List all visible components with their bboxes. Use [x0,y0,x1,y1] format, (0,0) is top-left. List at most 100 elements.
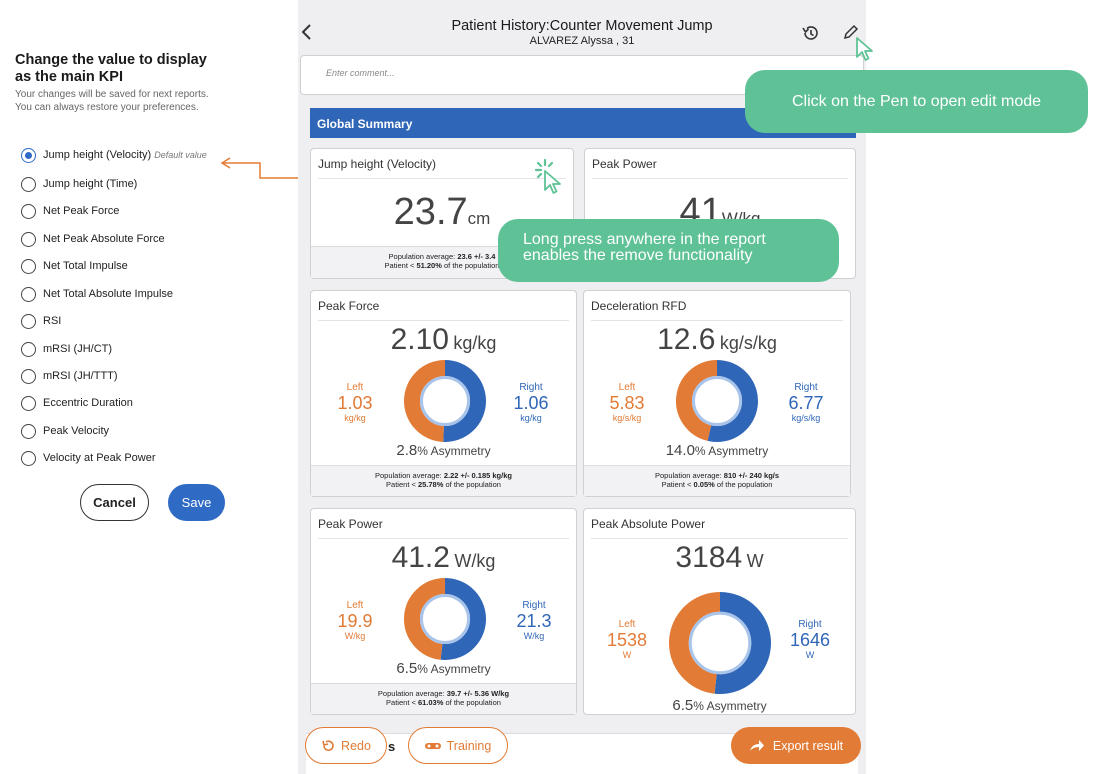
kpi-settings-panel: Change the value to display as the main … [0,0,240,774]
radio[interactable] [21,177,36,192]
option-label: Peak Velocity [43,425,110,437]
divider [591,538,848,539]
card-title: Peak Force [318,299,380,313]
right-value: Right 1.06 kg/kg [513,382,549,423]
training-icon [424,742,441,749]
left-value: Left 5.83 kg/s/kg [609,382,645,423]
radio[interactable] [21,342,36,357]
kpi-value: 2.10 kg/kg [390,323,497,356]
card-peak-force[interactable]: Peak Force 2.10 kg/kg Left 1.03 kg/kg Righ… [310,290,577,497]
divider [591,320,843,321]
donut-right-segment [440,578,486,660]
donut-right-segment [714,592,771,694]
radio[interactable] [21,259,36,274]
kpi-option-mrsi-jh-ct[interactable]: mRSI (JH/CT) [21,342,112,362]
kpi-option-net-total-absolute-impulse[interactable]: Net Total Absolute Impulse [21,287,173,307]
cursor-icon [856,37,873,61]
redo-label: Redo [341,738,371,753]
app-header: Patient History:Counter Movement Jump AL… [298,0,866,52]
kpi-option-rsi[interactable]: RSI [21,314,61,334]
option-label: Jump height (Time) [43,178,138,190]
radio[interactable] [21,451,36,466]
radio[interactable] [21,287,36,302]
cancel-button[interactable]: Cancel [80,484,149,521]
radio-selected[interactable] [21,148,36,163]
kpi-option-jump-height-velocity[interactable]: Jump height (Velocity) Default value [21,148,207,168]
export-result-button[interactable]: Export result [731,727,861,764]
pen-tooltip: Click on the Pen to open edit mode [745,70,1088,133]
comment-placeholder: Enter comment... [326,68,395,78]
population-footer: Population average: 39.7 +/- 5.36 W/kg P… [311,683,576,714]
radio[interactable] [21,314,36,329]
asymmetry-donut-chart [669,592,771,694]
option-label: Net Peak Absolute Force [43,233,165,245]
option-label: mRSI (JH/TTT) [43,370,118,382]
back-button[interactable] [300,22,314,48]
donut-inner-ring [419,375,471,427]
card-title: Peak Absolute Power [591,517,706,531]
donut-right-segment [707,360,758,442]
radio[interactable] [21,424,36,439]
asymmetry-value: 6.5% Asymmetry [672,697,767,714]
left-value: Left 19.9 W/kg [337,600,373,641]
kpi-option-eccentric-duration[interactable]: Eccentric Duration [21,396,133,416]
settings-title: Change the value to display as the main … [15,52,207,85]
kpi-value: 12.6 kg/s/kg [657,323,777,356]
kpi-option-jump-height-time[interactable]: Jump height (Time) [21,177,137,197]
long-press-tooltip: Long press anywhere in the report enable… [498,219,839,282]
redo-icon [322,740,334,751]
history-button[interactable] [801,24,819,47]
option-label: Jump height (Velocity) [43,149,152,161]
donut-left-segment [676,360,718,441]
radio[interactable] [21,369,36,384]
option-label: mRSI (JH/CT) [43,343,113,355]
card-peak-absolute-power[interactable]: Peak Absolute Power 3184 W Left 1538 W Rig… [583,508,856,715]
chevron-left-icon [301,24,311,40]
asymmetry-donut-chart [676,360,758,442]
option-label: Net Total Impulse [43,260,128,272]
training-button[interactable]: Training [408,727,508,764]
edit-button[interactable] [843,24,859,45]
option-label: RSI [43,315,62,327]
partial-heading: s [388,739,396,754]
donut-left-segment [404,360,446,442]
left-value: Left 1538 W [606,619,648,660]
radio[interactable] [21,396,36,411]
card-peak-power[interactable]: Peak Power 41.2 W/kg Left 19.9 W/kg Right 2… [310,508,577,715]
kpi-option-net-peak-absolute-force[interactable]: Net Peak Absolute Force [21,232,165,252]
share-arrow-icon [749,740,764,751]
option-label: Net Peak Force [43,205,120,217]
kpi-option-peak-velocity[interactable]: Peak Velocity [21,424,109,444]
asymmetry-value: 6.5% Asymmetry [396,660,491,677]
left-value: Left 1.03 kg/kg [337,382,373,423]
divider [318,178,566,179]
tap-cursor-icon [534,158,561,194]
option-label: Velocity at Peak Power [43,452,156,464]
asymmetry-value: 14.0% Asymmetry [665,442,769,459]
redo-button[interactable]: Redo [305,727,387,764]
default-note: Default value [154,150,207,160]
option-label: Eccentric Duration [43,397,133,409]
card-title: Peak Power [592,157,657,171]
card-title: Peak Power [318,517,383,531]
kpi-option-mrsi-jh-ttt[interactable]: mRSI (JH/TTT) [21,369,118,389]
kpi-option-net-total-impulse[interactable]: Net Total Impulse [21,259,128,279]
kpi-value: 23.7cm [393,191,491,233]
card-deceleration-rfd[interactable]: Deceleration RFD 12.6 kg/s/kg Left 5.83 kg… [583,290,851,497]
donut-inner-ring [419,593,471,645]
asymmetry-donut-chart [404,360,486,442]
kpi-option-velocity-at-peak-power[interactable]: Velocity at Peak Power [21,451,156,471]
donut-right-segment [443,360,486,442]
donut-left-segment [404,578,446,660]
training-label: Training [446,738,492,753]
save-button[interactable]: Save [168,484,225,521]
app-screen: Patient History:Counter Movement Jump AL… [298,0,866,774]
patient-subtitle: ALVAREZ Alyssa , 31 [529,35,635,47]
radio[interactable] [21,204,36,219]
kpi-option-net-peak-force[interactable]: Net Peak Force [21,204,119,224]
divider [318,320,569,321]
donut-inner-ring [691,375,743,427]
settings-description: Your changes will be saved for next repo… [15,89,209,113]
kpi-value: 41.2 W/kg [391,541,496,574]
radio[interactable] [21,232,36,247]
